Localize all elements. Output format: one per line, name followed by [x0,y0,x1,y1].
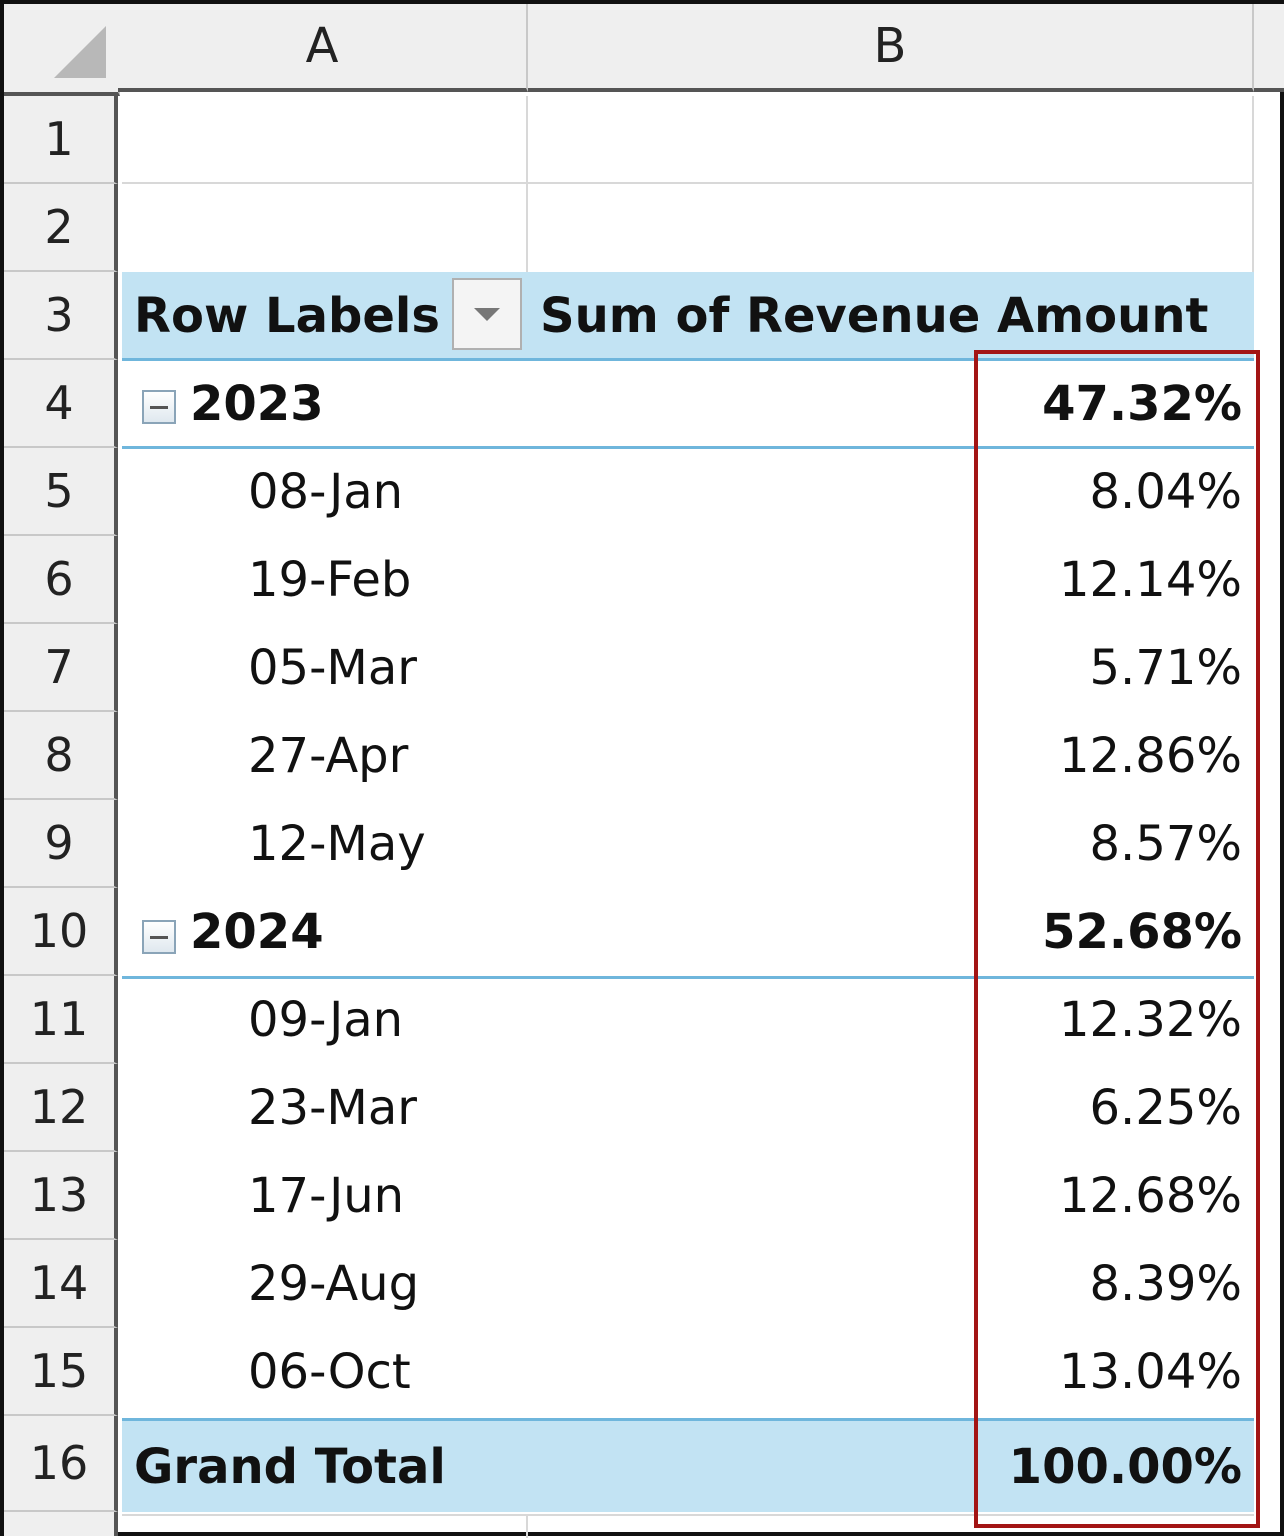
group-label-2023[interactable]: 2023 [190,376,324,432]
row-header-1[interactable]: 1 [4,96,118,184]
group-subtotal-2024[interactable]: 52.68% [1042,904,1242,960]
row-header-11[interactable]: 11 [4,976,118,1064]
minus-icon [150,935,168,939]
item-label[interactable]: 05-Mar [248,640,417,696]
item-label[interactable]: 29-Aug [248,1256,420,1312]
row-header-13[interactable]: 13 [4,1152,118,1240]
collapse-2023-icon[interactable] [142,390,176,424]
grand-total-band [122,1421,1254,1512]
group-divider [122,446,1254,449]
item-value[interactable]: 12.14% [1058,552,1242,608]
column-header-a[interactable]: A [118,4,528,92]
row-header-10[interactable]: 10 [4,888,118,976]
item-value[interactable]: 8.39% [1089,1256,1242,1312]
group-divider [122,976,1254,979]
gridline [1252,96,1254,272]
column-header-b[interactable]: B [528,4,1254,92]
item-label[interactable]: 23-Mar [248,1080,417,1136]
item-label[interactable]: 06-Oct [248,1344,411,1400]
row-header-6[interactable]: 6 [4,536,118,624]
item-value[interactable]: 8.04% [1089,464,1242,520]
item-label[interactable]: 12-May [248,816,426,872]
pivot-header-line [122,358,1254,361]
grand-total-label[interactable]: Grand Total [134,1438,446,1495]
row-header-15[interactable]: 15 [4,1328,118,1416]
item-label[interactable]: 17-Jun [248,1168,405,1224]
item-value[interactable]: 12.86% [1058,728,1242,784]
row-header-8[interactable]: 8 [4,712,118,800]
gridline [526,1514,528,1538]
row-header-14[interactable]: 14 [4,1240,118,1328]
item-value[interactable]: 6.25% [1089,1080,1242,1136]
row-header-2[interactable]: 2 [4,184,118,272]
row-header-3[interactable]: 3 [4,272,118,360]
row-header-17-partial[interactable] [4,1512,118,1536]
grand-total-value[interactable]: 100.00% [1008,1438,1242,1495]
select-all-triangle-icon [54,26,106,78]
collapse-2024-icon[interactable] [142,920,176,954]
highlight-box [974,350,1260,1528]
item-value[interactable]: 12.32% [1058,992,1242,1048]
row-header-5[interactable]: 5 [4,448,118,536]
row-header-9[interactable]: 9 [4,800,118,888]
gridline [526,96,528,272]
dropdown-arrow-icon [474,307,500,321]
row-header-12[interactable]: 12 [4,1064,118,1152]
item-label[interactable]: 08-Jan [248,464,404,520]
item-label[interactable]: 09-Jan [248,992,404,1048]
pivot-header-band [122,272,1254,360]
value-field-header[interactable]: Sum of Revenue Amount [540,288,1209,344]
minus-icon [150,405,168,409]
row-labels-header[interactable]: Row Labels [134,288,440,344]
group-label-2024[interactable]: 2024 [190,904,324,960]
column-header-c-partial[interactable] [1254,4,1284,92]
group-subtotal-2023[interactable]: 47.32% [1042,376,1242,432]
item-value[interactable]: 12.68% [1058,1168,1242,1224]
grand-total-line [122,1418,1254,1421]
row-header-4[interactable]: 4 [4,360,118,448]
item-value[interactable]: 5.71% [1089,640,1242,696]
item-label[interactable]: 19-Feb [248,552,412,608]
item-value[interactable]: 8.57% [1089,816,1242,872]
item-value[interactable]: 13.04% [1058,1344,1242,1400]
select-all-corner[interactable] [4,4,120,96]
row-labels-filter-button[interactable] [452,278,522,350]
gridline [122,1514,1254,1516]
gridline [122,182,1254,184]
row-header-16[interactable]: 16 [4,1416,118,1512]
item-label[interactable]: 27-Apr [248,728,409,784]
row-header-7[interactable]: 7 [4,624,118,712]
